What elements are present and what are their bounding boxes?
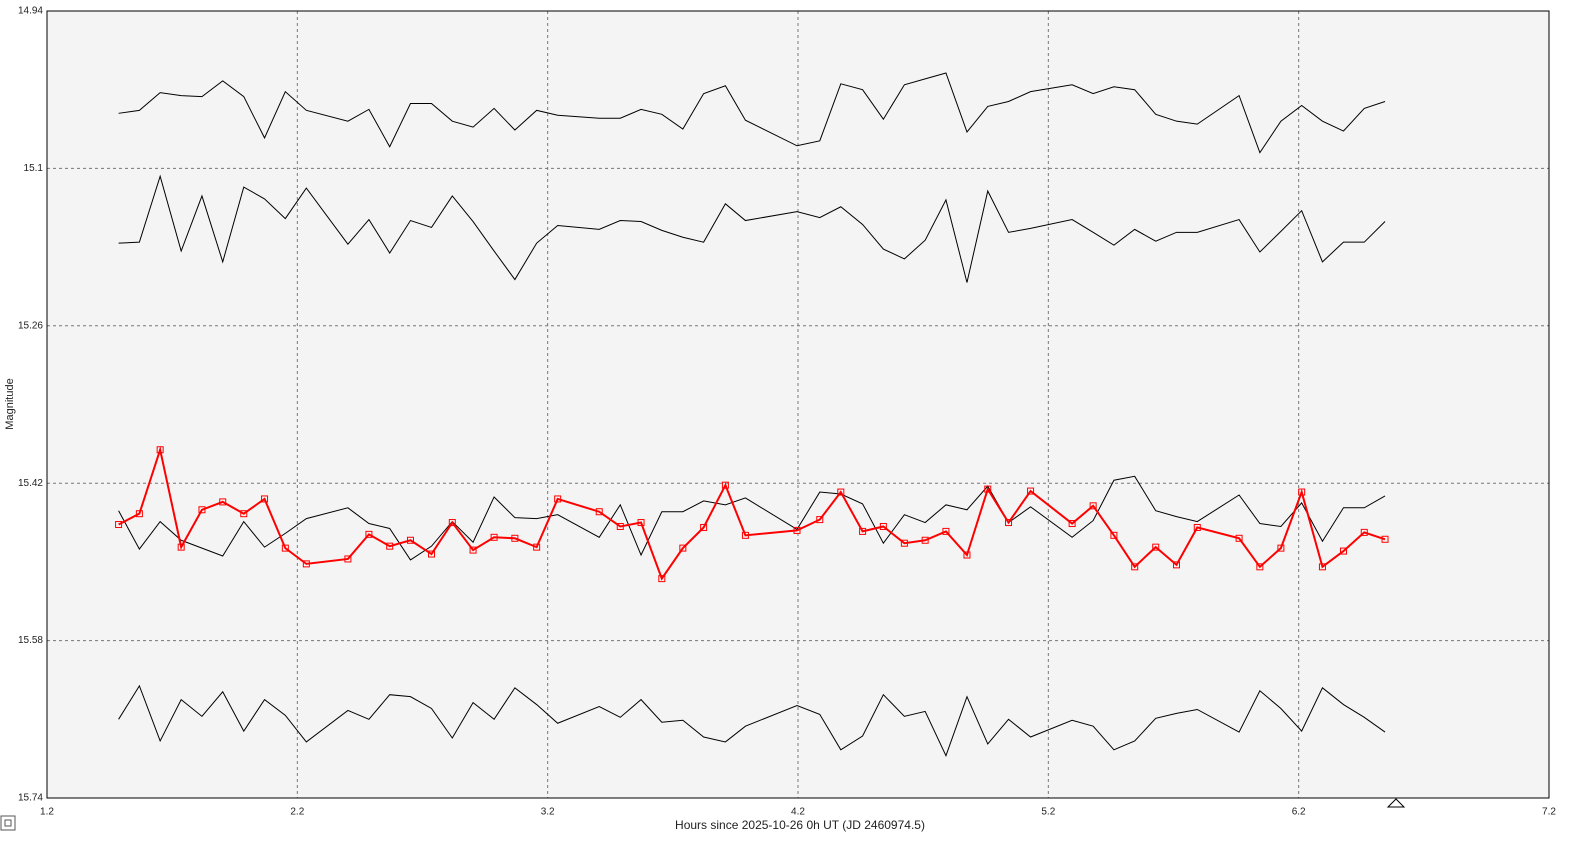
plot-frame — [46, 10, 1550, 799]
point-marker — [261, 495, 269, 503]
point-marker — [490, 533, 498, 541]
point-marker — [595, 508, 603, 516]
y-tick-label: 15.26 — [18, 320, 43, 331]
point-marker — [344, 555, 352, 563]
point-marker — [658, 575, 666, 583]
corner-icon — [4, 819, 12, 827]
point-marker — [240, 510, 248, 518]
x-axis-title: Hours since 2025-10-26 0h UT (JD 2460974… — [675, 818, 925, 832]
x-tick-label: 4.2 — [791, 807, 805, 818]
point-marker — [1089, 502, 1097, 510]
point-marker — [281, 544, 289, 552]
point-marker — [859, 527, 867, 535]
point-marker — [1193, 523, 1201, 531]
point-marker — [156, 446, 164, 454]
x-tick-label: 7.2 — [1542, 807, 1556, 818]
point-marker — [900, 539, 908, 547]
corner-button[interactable] — [0, 815, 16, 831]
x-tick-label: 3.2 — [541, 807, 555, 818]
point-marker — [816, 516, 824, 524]
point-marker — [616, 522, 624, 530]
point-marker — [984, 485, 992, 493]
point-marker — [1318, 563, 1326, 571]
point-marker — [837, 488, 845, 496]
x-tick-label: 5.2 — [1041, 807, 1055, 818]
y-tick-label: 15.74 — [18, 793, 43, 804]
y-tick-label: 14.94 — [18, 6, 43, 17]
point-marker — [365, 530, 373, 538]
point-marker — [448, 519, 456, 527]
point-marker — [1005, 519, 1013, 527]
point-marker — [879, 522, 887, 530]
point-marker — [386, 542, 394, 550]
x-tick-label: 6.2 — [1292, 807, 1306, 818]
point-marker — [1339, 547, 1347, 555]
point-marker — [1131, 563, 1139, 571]
point-marker — [1110, 531, 1118, 539]
point-marker — [637, 519, 645, 527]
point-marker — [1068, 520, 1076, 528]
point-marker — [219, 498, 227, 506]
point-marker — [793, 526, 801, 534]
point-marker — [1152, 543, 1160, 551]
point-marker — [921, 536, 929, 544]
series-line — [118, 72, 1386, 154]
x-tick-label: 2.2 — [290, 807, 304, 818]
point-marker — [721, 481, 729, 489]
series-line — [118, 174, 1386, 283]
point-marker — [554, 495, 562, 503]
point-marker — [406, 536, 414, 544]
point-marker — [1173, 561, 1181, 569]
point-marker — [1360, 528, 1368, 536]
point-marker — [533, 543, 541, 551]
point-marker — [1277, 544, 1285, 552]
point-marker — [963, 551, 971, 559]
y-tick-label: 15.1 — [24, 163, 44, 174]
series-line — [118, 475, 1386, 561]
point-marker — [302, 560, 310, 568]
point-marker — [469, 546, 477, 554]
point-marker — [177, 543, 185, 551]
point-marker — [1027, 487, 1035, 495]
y-tick-label: 15.58 — [18, 635, 43, 646]
point-marker — [1298, 488, 1306, 496]
point-marker — [942, 527, 950, 535]
point-marker — [1381, 535, 1389, 543]
point-marker — [198, 506, 206, 514]
point-marker — [700, 523, 708, 531]
point-marker — [428, 550, 436, 558]
point-marker — [1256, 563, 1264, 571]
point-marker — [115, 521, 123, 529]
point-marker — [679, 544, 687, 552]
point-marker — [741, 531, 749, 539]
point-marker — [511, 534, 519, 542]
x-tick-label: 1.2 — [40, 807, 54, 818]
point-marker — [135, 510, 143, 518]
series-line — [118, 684, 1386, 758]
y-axis-title: Magnitude — [4, 378, 16, 429]
point-marker — [1235, 534, 1243, 542]
y-tick-label: 15.42 — [18, 478, 43, 489]
time-marker — [1386, 798, 1406, 808]
